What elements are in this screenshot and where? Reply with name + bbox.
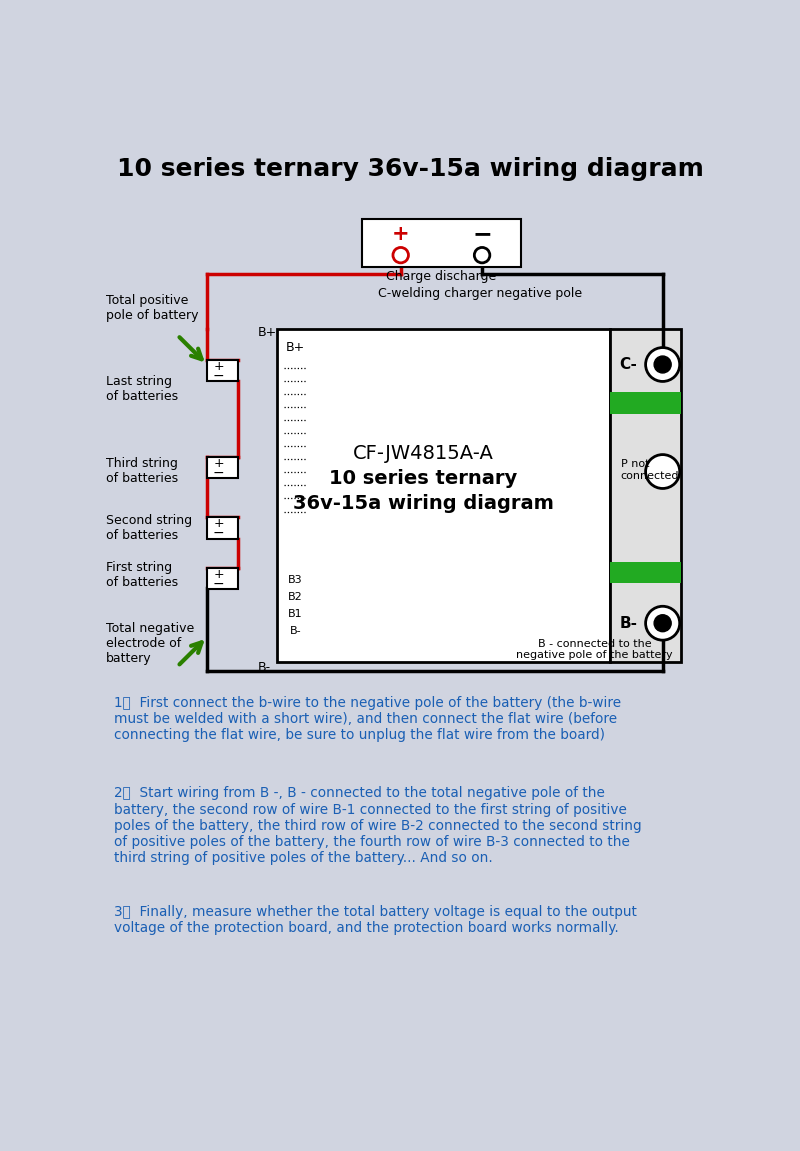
Bar (207, 517, 238, 539)
Text: B3: B3 (288, 576, 302, 585)
Text: B2: B2 (288, 592, 302, 602)
Circle shape (654, 356, 671, 373)
Text: B1: B1 (288, 609, 302, 619)
Text: B - connected to the
negative pole of the battery: B - connected to the negative pole of th… (516, 639, 673, 661)
Circle shape (654, 615, 671, 632)
Text: Total positive
pole of battery: Total positive pole of battery (106, 294, 198, 321)
Text: −: − (213, 369, 224, 383)
Text: C-welding charger negative pole: C-welding charger negative pole (378, 287, 582, 300)
Text: B-: B- (290, 626, 301, 635)
Circle shape (646, 348, 680, 381)
Circle shape (474, 247, 490, 262)
Text: −: − (213, 577, 224, 590)
Bar (207, 360, 238, 381)
Text: Charge discharge: Charge discharge (386, 270, 496, 283)
Text: −: − (213, 466, 224, 480)
Bar (207, 567, 238, 589)
Text: +: + (392, 224, 410, 244)
Text: B-: B- (619, 616, 638, 631)
Text: C-: C- (619, 357, 637, 372)
Text: 10 series ternary 36v-15a wiring diagram: 10 series ternary 36v-15a wiring diagram (117, 157, 703, 181)
Text: 2、  Start wiring from B -, B - connected to the total negative pole of the
batte: 2、 Start wiring from B -, B - connected … (114, 786, 642, 866)
Circle shape (646, 455, 680, 488)
Bar (207, 457, 238, 479)
Text: Second string
of batteries: Second string of batteries (106, 513, 192, 542)
Text: 3、  Finally, measure whether the total battery voltage is equal to the output
vo: 3、 Finally, measure whether the total ba… (114, 905, 637, 936)
Text: B-: B- (258, 662, 271, 674)
Text: B+: B+ (286, 341, 305, 355)
Text: −: − (213, 526, 224, 540)
Text: 10 series ternary: 10 series ternary (330, 468, 518, 488)
Bar (610, 329, 682, 662)
Text: CF-JW4815A-A: CF-JW4815A-A (353, 444, 494, 464)
Text: B+: B+ (258, 326, 278, 338)
Text: 36v-15a wiring diagram: 36v-15a wiring diagram (293, 494, 554, 512)
Text: −: − (472, 222, 492, 246)
Text: Third string
of batteries: Third string of batteries (106, 457, 178, 485)
Bar (362, 219, 521, 267)
Text: Last string
of batteries: Last string of batteries (106, 375, 178, 403)
Text: +: + (214, 569, 224, 581)
Text: +: + (214, 457, 224, 471)
Text: Total negative
electrode of
battery: Total negative electrode of battery (106, 622, 194, 665)
Bar (610, 562, 682, 584)
Text: +: + (214, 518, 224, 531)
Text: P not
connected: P not connected (621, 459, 679, 481)
Text: 1、  First connect the b-wire to the negative pole of the battery (the b-wire
mus: 1、 First connect the b-wire to the negat… (114, 695, 621, 742)
Bar (277, 329, 610, 662)
Bar (610, 392, 682, 413)
Text: +: + (214, 360, 224, 373)
Circle shape (646, 607, 680, 640)
Text: First string
of batteries: First string of batteries (106, 562, 178, 589)
Circle shape (393, 247, 409, 262)
